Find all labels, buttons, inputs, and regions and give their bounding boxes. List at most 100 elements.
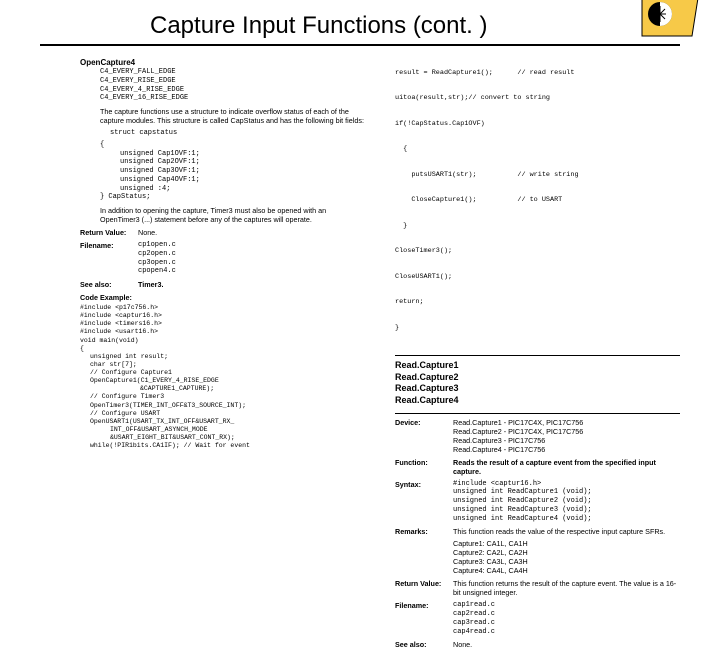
device-list: Read.Capture1 - PIC17C4X, PIC17C756 Read…	[453, 418, 680, 454]
dev: Read.Capture3 - PIC17C756	[453, 436, 680, 445]
content: OpenCapture4 C4_EVERY_FALL_EDGE C4_EVERY…	[0, 46, 720, 649]
code-line: &USART_EIGHT_BIT&USART_CONT_RX);	[80, 434, 365, 442]
logo	[640, 0, 700, 38]
divider	[395, 355, 680, 356]
fn: cap4read.c	[453, 628, 680, 637]
field: unsigned Cap4OVF:1;	[120, 176, 365, 185]
row-return: Return Value: This function returns the …	[395, 579, 680, 597]
fn-name: Read.Capture4	[395, 395, 680, 407]
code-line: CloseCapture1(); // to USART	[395, 196, 680, 204]
value: Reads the result of a capture event from…	[453, 458, 680, 476]
code-line: #include <timers16.h>	[80, 320, 365, 328]
code-line: // Configure Timer3	[80, 393, 365, 401]
dev: Read.Capture1 - PIC17C4X, PIC17C756	[453, 418, 680, 427]
code-line: uitoa(result,str);// convert to string	[395, 94, 680, 102]
code-line: OpenCapture1(C1_EVERY_4_RISE_EDGE	[80, 377, 365, 385]
row-seealso: See also: None.	[395, 640, 680, 649]
open-capture-header: OpenCapture4	[80, 58, 365, 68]
code-line: result = ReadCapture1(); // read result	[395, 69, 680, 77]
code-line: {	[395, 145, 680, 153]
code-line: while(!PIR1bits.CA1IF); // Wait for even…	[80, 442, 365, 450]
const: C4_EVERY_RISE_EDGE	[100, 77, 365, 86]
divider	[395, 413, 680, 414]
code-line: #include <p17c756.h>	[80, 304, 365, 312]
label: Filename:	[395, 601, 453, 636]
label: Remarks:	[395, 527, 453, 575]
value: None.	[138, 228, 365, 237]
label: Syntax:	[395, 480, 453, 524]
struct-close: } CapStatus;	[80, 193, 365, 202]
code-line: return;	[395, 298, 680, 306]
label: Filename:	[80, 241, 138, 276]
remarks-body: This function reads the value of the res…	[453, 527, 680, 575]
code-line: OpenTimer3(TIMER_INT_OFF&T3_SOURCE_INT);	[80, 402, 365, 410]
code-line: #include <captur16.h>	[80, 312, 365, 320]
struct-block: struct capstatus	[110, 129, 365, 138]
fn-name: Read.Capture3	[395, 383, 680, 395]
code-line: unsigned int result;	[80, 353, 365, 361]
fn: cp3open.c	[138, 259, 365, 268]
left-column: OpenCapture4 C4_EVERY_FALL_EDGE C4_EVERY…	[80, 52, 365, 649]
syn: unsigned int ReadCapture4 (void);	[453, 515, 680, 524]
field: unsigned :4;	[120, 185, 365, 194]
label: See also:	[80, 280, 138, 289]
syn: #include <captur16.h>	[453, 480, 680, 489]
code-line: // Configure USART	[80, 410, 365, 418]
row-seealso: See also: Timer3.	[80, 280, 365, 289]
dev: Read.Capture4 - PIC17C756	[453, 445, 680, 454]
syn: unsigned int ReadCapture2 (void);	[453, 497, 680, 506]
code-line: // Configure Capture1	[80, 369, 365, 377]
const: C4_EVERY_4_RISE_EDGE	[100, 86, 365, 95]
code-line: putsUSART1(str); // write string	[395, 171, 680, 179]
dev: Read.Capture2 - PIC17C4X, PIC17C756	[453, 427, 680, 436]
field: unsigned Cap2OVF:1;	[120, 158, 365, 167]
row-function: Function: Reads the result of a capture …	[395, 458, 680, 476]
value: Timer3.	[138, 280, 365, 289]
fn-name: Read.Capture1	[395, 360, 680, 372]
code-line: CloseUSART1();	[395, 273, 680, 281]
syntax-list: #include <captur16.h> unsigned int ReadC…	[453, 480, 680, 524]
label: Device:	[395, 418, 453, 454]
row-filename: Filename: cp1open.c cp2open.c cp3open.c …	[80, 241, 365, 276]
code-top: result = ReadCapture1(); // read result …	[395, 52, 680, 349]
code-line: void main(void)	[80, 337, 365, 345]
code-line: CloseTimer3();	[395, 247, 680, 255]
rem: Capture3: CA3L, CA3H	[453, 557, 680, 566]
fn: cp2open.c	[138, 250, 365, 259]
remarks-text: This function reads the value of the res…	[453, 527, 680, 536]
label: Function:	[395, 458, 453, 476]
code-line: }	[395, 222, 680, 230]
syn: unsigned int ReadCapture3 (void);	[453, 506, 680, 515]
syn: unsigned int ReadCapture1 (void);	[453, 488, 680, 497]
filename-list: cp1open.c cp2open.c cp3open.c cpopen4.c	[138, 241, 365, 276]
label: Return Value:	[80, 228, 138, 237]
fn: cp1open.c	[138, 241, 365, 250]
paragraph: In addition to opening the capture, Time…	[80, 206, 365, 224]
header: Capture Input Functions (cont. )	[40, 0, 680, 46]
filename-list: cap1read.c cap2read.c cap3read.c cap4rea…	[453, 601, 680, 636]
edge-constants: C4_EVERY_FALL_EDGE C4_EVERY_RISE_EDGE C4…	[80, 68, 365, 103]
code-line: if(!CapStatus.Cap1OVF)	[395, 120, 680, 128]
code-example-label: Code Example:	[80, 293, 365, 302]
fn: cap2read.c	[453, 610, 680, 619]
row-syntax: Syntax: #include <captur16.h> unsigned i…	[395, 480, 680, 524]
read-functions: Read.Capture1 Read.Capture2 Read.Capture…	[395, 360, 680, 407]
right-column: result = ReadCapture1(); // read result …	[395, 52, 680, 649]
row-remarks: Remarks: This function reads the value o…	[395, 527, 680, 575]
struct-decl: struct capstatus	[110, 129, 365, 138]
code-line: char str[7];	[80, 361, 365, 369]
code-block: #include <p17c756.h> #include <captur16.…	[80, 304, 365, 450]
rem: Capture4: CA4L, CA4H	[453, 566, 680, 575]
row-return: Return Value: None.	[80, 228, 365, 237]
value: None.	[453, 640, 680, 649]
code-line: }	[395, 324, 680, 332]
row-device: Device: Read.Capture1 - PIC17C4X, PIC17C…	[395, 418, 680, 454]
fn: cap3read.c	[453, 619, 680, 628]
field: unsigned Cap1OVF:1;	[120, 150, 365, 159]
code-line: {	[80, 345, 365, 353]
page-title: Capture Input Functions (cont. )	[150, 12, 680, 40]
paragraph: The capture functions use a structure to…	[80, 107, 365, 125]
fn: cpopen4.c	[138, 267, 365, 276]
label: Return Value:	[395, 579, 453, 597]
code-line: &CAPTURE1_CAPTURE);	[80, 385, 365, 393]
